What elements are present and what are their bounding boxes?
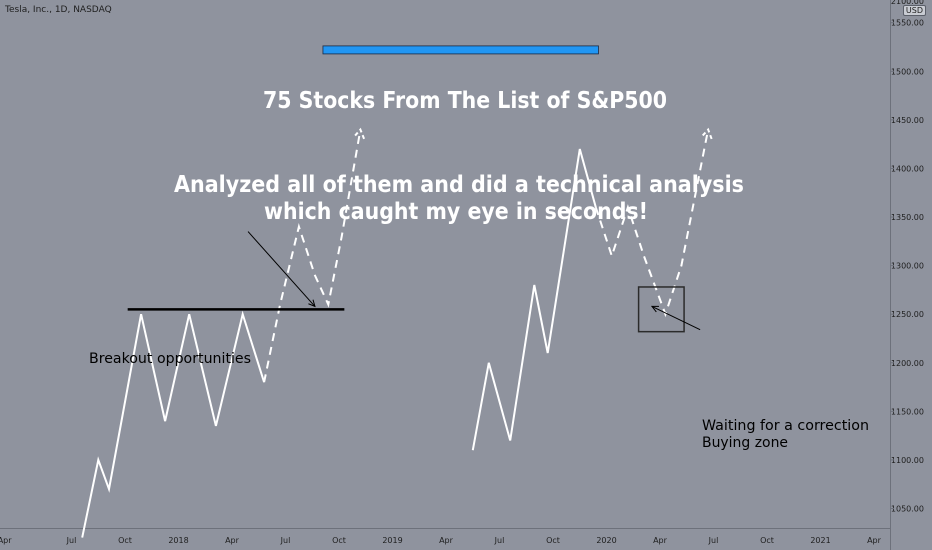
x-tick-label: Apr	[653, 536, 668, 545]
y-tick-label-partial: 2100.00	[891, 0, 924, 6]
chart-texts: 75 Stocks From The List of S&P500 Analyze…	[89, 88, 869, 451]
y-tick-label: 1450.00	[891, 116, 924, 125]
x-tick-label: 2020	[596, 536, 616, 545]
x-tick-label: Jul	[280, 536, 291, 545]
y-tick-label: 1400.00	[891, 164, 924, 173]
x-tick-label: Apr	[439, 536, 454, 545]
y-tick-label: 1250.00	[891, 310, 924, 319]
symbol-header: Tesla, Inc., 1D, NASDAQ	[5, 5, 112, 15]
annotation-correction-text: Waiting for a correction	[702, 418, 869, 434]
price-axis[interactable]: 2050.002000.001950.001900.001850.001800.…	[890, 0, 924, 514]
chart-title: 75 Stocks From The List of S&P500	[263, 88, 667, 114]
annotation-arrow-1	[247, 231, 316, 307]
arrowhead-2	[700, 127, 713, 140]
price-path-solid-3	[471, 148, 597, 451]
annotation-arrowhead-1	[308, 299, 316, 308]
blue-bar-3	[322, 45, 599, 55]
y-tick-label: 1350.00	[891, 213, 924, 222]
price-path	[81, 127, 713, 538]
y-tick-label: 1050.00	[891, 505, 924, 514]
annotation-arrowhead-2	[650, 305, 659, 313]
annotation-arrow-2	[651, 305, 701, 331]
x-tick-label: Jul	[708, 536, 719, 545]
x-tick-label: 2021	[810, 536, 830, 545]
price-path-dashed-4	[594, 129, 710, 318]
x-tick-label: Jul	[66, 536, 77, 545]
subtitle-line-1: Analyzed all of them and did a technical…	[174, 172, 744, 198]
drawings	[127, 231, 701, 333]
x-tick-label: 2019	[382, 536, 402, 545]
y-tick-label: 1100.00	[891, 456, 924, 465]
y-tick-label: 1550.00	[891, 19, 924, 28]
buying-zone-rect	[637, 286, 685, 333]
x-tick-label: Apr	[225, 536, 240, 545]
subtitle-line-2: which caught my eye in seconds!	[264, 199, 648, 225]
price-path-dashed-2	[263, 129, 362, 383]
arrowhead-1	[353, 127, 366, 140]
x-tick-label: Oct	[332, 536, 346, 545]
currency-badge[interactable]: USD	[902, 5, 926, 16]
y-tick-label: 1500.00	[891, 67, 924, 76]
x-tick-label: Oct	[118, 536, 132, 545]
x-tick-label: Apr	[867, 536, 882, 545]
x-tick-label: Jul	[494, 536, 505, 545]
x-tick-label: Oct	[760, 536, 774, 545]
annotation-buying-zone-text: Buying zone	[702, 435, 788, 451]
price-path-solid-1	[81, 310, 266, 538]
annotation-breakout-text: Breakout opportunities	[89, 351, 251, 367]
y-tick-label: 1150.00	[891, 407, 924, 416]
x-tick-label: Oct	[546, 536, 560, 545]
x-tick-label: Apr	[0, 536, 12, 545]
blue-bars	[322, 45, 599, 55]
x-tick-label: 2018	[168, 536, 188, 545]
y-tick-label: 1300.00	[891, 262, 924, 271]
y-tick-label: 1200.00	[891, 359, 924, 368]
time-axis[interactable]: Apr Jul Oct 2018 Apr Jul Oct 2019 Apr Jul Oct 2020 A…	[0, 536, 882, 545]
